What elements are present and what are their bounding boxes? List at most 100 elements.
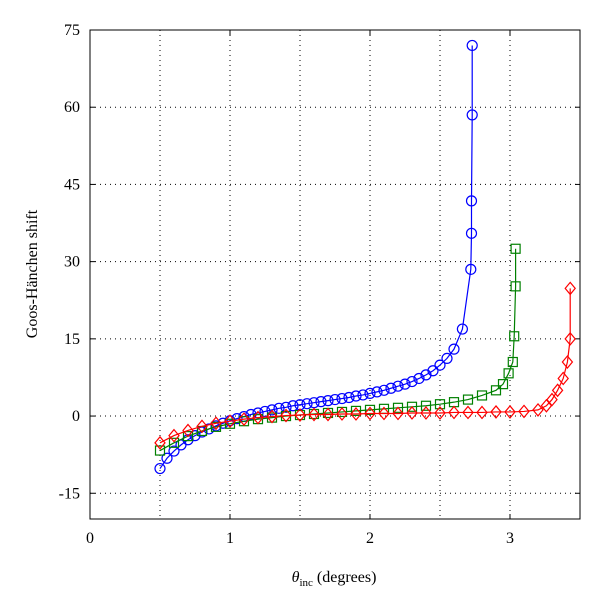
marker <box>266 409 278 424</box>
marker <box>378 384 390 396</box>
marker <box>434 399 446 410</box>
marker <box>224 418 236 429</box>
marker <box>322 407 334 422</box>
marker <box>280 401 292 413</box>
marker <box>182 423 194 438</box>
marker <box>301 398 313 410</box>
marker <box>420 406 432 420</box>
marker <box>441 352 453 365</box>
marker <box>507 356 518 368</box>
marker <box>546 392 558 407</box>
marker <box>315 396 327 408</box>
marker <box>336 407 348 421</box>
y-tick-label: 30 <box>64 254 80 271</box>
marker <box>465 227 478 239</box>
x-tick-label: 0 <box>86 530 94 547</box>
marker <box>476 390 488 401</box>
marker <box>287 400 299 412</box>
x-tick-label: 1 <box>226 530 234 547</box>
marker <box>551 383 564 398</box>
marker <box>154 435 166 450</box>
marker <box>462 394 474 405</box>
marker <box>427 365 439 377</box>
marker <box>259 405 271 418</box>
marker <box>336 392 348 405</box>
marker <box>343 391 355 404</box>
marker <box>168 445 180 457</box>
x-axis-label: θinc (degrees) <box>292 569 377 589</box>
marker <box>161 452 173 464</box>
marker <box>364 406 376 421</box>
marker <box>448 343 460 355</box>
x-axis-text: (degrees) <box>317 569 377 586</box>
marker <box>434 359 446 371</box>
marker <box>154 462 166 475</box>
marker <box>224 414 236 429</box>
marker <box>329 393 341 406</box>
marker <box>509 331 520 342</box>
marker <box>465 195 478 207</box>
y-tick-label: 75 <box>64 22 80 39</box>
marker <box>196 419 208 434</box>
y-tick-label: -15 <box>59 485 80 502</box>
marker <box>385 382 397 394</box>
marker <box>203 423 215 435</box>
marker <box>350 407 362 421</box>
marker <box>413 372 425 385</box>
marker <box>168 428 180 443</box>
marker <box>294 408 306 422</box>
marker <box>154 445 166 456</box>
marker <box>564 281 576 296</box>
marker <box>466 109 478 121</box>
marker <box>392 380 404 392</box>
y-tick-label: 0 <box>72 408 80 425</box>
x-tick-label: 3 <box>506 530 514 547</box>
marker <box>564 331 576 346</box>
marker <box>465 263 477 275</box>
marker <box>168 437 180 448</box>
marker <box>561 355 574 369</box>
marker <box>462 405 474 420</box>
marker <box>231 413 243 425</box>
y-tick-label: 45 <box>64 176 80 193</box>
marker <box>273 402 285 414</box>
marker <box>182 431 194 442</box>
y-axis-label: Goos-Hänchen shift <box>24 209 41 338</box>
marker <box>210 421 222 432</box>
marker <box>322 395 334 407</box>
marker <box>308 407 320 422</box>
marker <box>490 385 502 396</box>
series-line <box>159 248 517 452</box>
marker <box>399 378 411 390</box>
y-tick-label: 60 <box>64 99 80 116</box>
marker <box>392 406 404 421</box>
x-tick-label: 2 <box>366 530 374 547</box>
marker <box>557 371 569 386</box>
marker <box>434 406 446 420</box>
marker <box>510 243 521 254</box>
marker <box>371 386 383 398</box>
marker <box>448 405 460 420</box>
marker <box>406 401 418 412</box>
x-axis-symbol: θ <box>292 569 300 586</box>
marker <box>466 39 478 52</box>
marker <box>406 406 418 420</box>
marker <box>357 389 369 401</box>
plot-frame <box>89 29 581 520</box>
marker <box>456 323 468 335</box>
marker <box>364 404 376 415</box>
marker <box>406 375 418 388</box>
marker <box>490 404 502 419</box>
marker <box>420 400 432 411</box>
marker <box>476 405 488 420</box>
x-axis-subscript: inc <box>299 577 313 589</box>
marker <box>504 404 516 419</box>
marker <box>252 410 264 425</box>
marker <box>350 390 362 402</box>
marker <box>510 281 521 292</box>
marker <box>280 408 292 423</box>
marker <box>518 404 530 419</box>
marker <box>210 416 222 431</box>
marker <box>503 368 514 379</box>
marker <box>497 379 509 390</box>
